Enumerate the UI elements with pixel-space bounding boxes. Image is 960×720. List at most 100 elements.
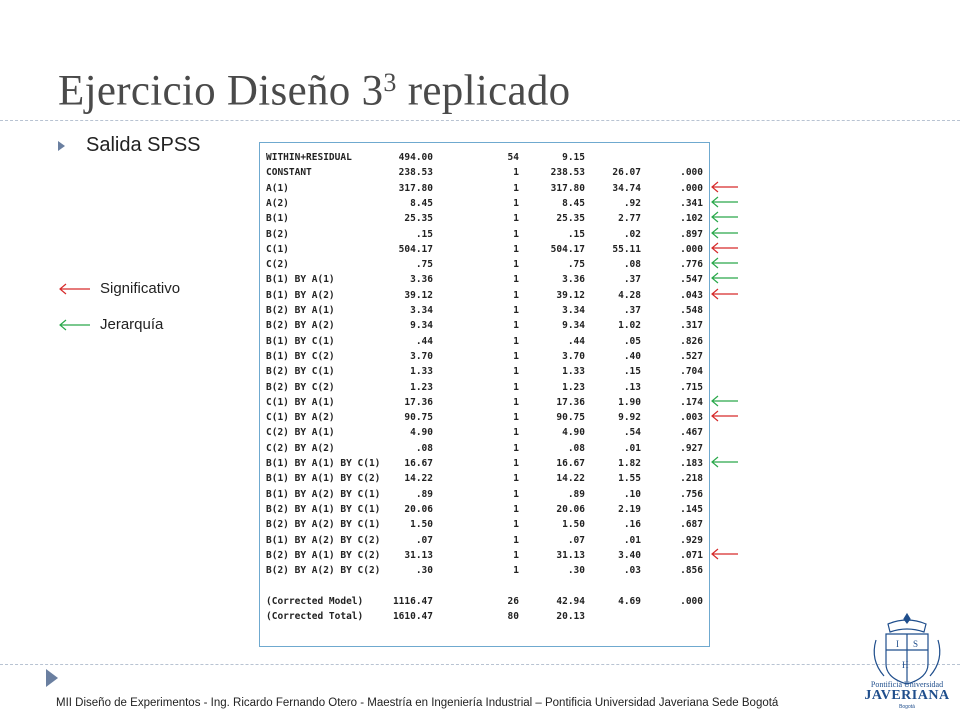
table-row: B(2) BY A(2) BY C(1) 1.50 1 1.50 .16 .687 — [260, 517, 709, 532]
sig-cell: .317 — [680, 320, 703, 332]
source-cell: B(2) BY A(1) BY C(1) — [266, 503, 381, 515]
sig-cell: .897 — [680, 228, 703, 240]
ms-cell: 17.36 — [556, 396, 585, 408]
ss-cell: 1610.47 — [392, 611, 433, 622]
f-cell: .02 — [623, 228, 641, 240]
f-cell: 1.90 — [618, 396, 641, 408]
ms-cell: 20.06 — [556, 503, 585, 515]
f-cell: .01 — [623, 442, 641, 454]
source-cell: B(1) BY C(2) — [266, 350, 335, 362]
ms-cell: 3.70 — [562, 350, 585, 362]
source-cell: B(1) BY A(1) — [266, 274, 335, 286]
df-cell: 1 — [513, 197, 519, 209]
title-superscript: 3 — [383, 68, 397, 97]
footer-text: MII Diseño de Experimentos - Ing. Ricard… — [56, 697, 779, 709]
table-row: B(1) BY A(2) BY C(1) .89 1 .89 .10 .756 — [260, 487, 709, 502]
df-cell: 1 — [513, 366, 519, 378]
ss-cell: .89 — [415, 488, 433, 500]
f-cell: 9.92 — [618, 412, 641, 424]
source-cell: B(2) BY A(2) — [266, 320, 335, 332]
f-cell: 4.69 — [618, 595, 641, 607]
table-row: B(1) BY A(1) BY C(1) 16.67 1 16.67 1.82 .183 — [260, 456, 709, 471]
ss-cell: 90.75 — [404, 412, 433, 424]
title-rest: replicado — [396, 67, 571, 115]
df-cell: 1 — [513, 565, 519, 577]
f-cell: 4.28 — [618, 289, 641, 301]
slide-title: Ejercicio Diseño 33 replicado — [58, 66, 570, 115]
bullet-text: Salida SPSS — [86, 134, 201, 156]
table-row: C(1) 504.17 1 504.17 55.11 .000 — [260, 242, 709, 257]
source-cell: (Corrected Model) — [266, 595, 364, 607]
bullet-triangle-icon — [58, 141, 65, 151]
df-cell: 1 — [513, 381, 519, 393]
ms-cell: 25.35 — [556, 213, 585, 225]
source-cell: B(1) BY A(2) BY C(1) — [266, 488, 381, 500]
table-row: B(1) BY A(1) BY C(2) 14.22 1 14.22 1.55 .218 — [260, 471, 709, 486]
df-cell: 1 — [513, 442, 519, 454]
ms-cell: 9.34 — [562, 320, 585, 332]
ms-cell: 504.17 — [550, 243, 585, 255]
table-row: A(1) 317.80 1 317.80 34.74 .000 — [260, 181, 709, 196]
ms-cell: 1.33 — [562, 366, 585, 378]
source-cell: C(2) BY A(2) — [266, 442, 335, 454]
green-arrow-icon — [711, 272, 738, 284]
table-row: C(2) BY A(1) 4.90 1 4.90 .54 .467 — [260, 425, 709, 440]
df-cell: 1 — [513, 412, 519, 424]
footer-triangle-icon — [46, 669, 58, 687]
ms-cell: 90.75 — [556, 412, 585, 424]
ms-cell: 3.36 — [562, 274, 585, 286]
source-cell: WITHIN+RESIDUAL — [266, 152, 352, 163]
sig-cell: .003 — [680, 412, 703, 424]
table-row: B(2) BY A(2) BY C(2) .30 1 .30 .03 .856 — [260, 563, 709, 578]
ss-cell: 3.36 — [410, 274, 433, 286]
source-cell: B(1) BY C(1) — [266, 335, 335, 347]
f-cell: .08 — [623, 259, 641, 271]
ms-cell: 9.15 — [562, 152, 585, 163]
ss-cell: 9.34 — [410, 320, 433, 332]
source-cell: C(1) BY A(1) — [266, 396, 335, 408]
ss-cell: 238.53 — [398, 167, 433, 179]
df-cell: 1 — [513, 182, 519, 194]
red-arrow-icon — [711, 181, 738, 193]
sig-cell: .071 — [680, 549, 703, 561]
table-row: B(1) BY C(2) 3.70 1 3.70 .40 .527 — [260, 349, 709, 364]
source-cell: B(2) BY A(1) BY C(2) — [266, 549, 381, 561]
df-cell: 1 — [513, 274, 519, 286]
table-row: A(2) 8.45 1 8.45 .92 .341 — [260, 196, 709, 211]
logo-line2: JAVERIANA — [864, 688, 950, 703]
ss-cell: 20.06 — [404, 503, 433, 515]
sig-cell: .000 — [680, 595, 703, 607]
source-cell: C(1) — [266, 243, 289, 255]
df-cell: 1 — [513, 488, 519, 500]
f-cell: 1.55 — [618, 473, 641, 485]
ms-cell: 39.12 — [556, 289, 585, 301]
legend-significant: Significativo — [58, 280, 180, 297]
ss-cell: 317.80 — [398, 182, 433, 194]
f-cell: .16 — [623, 519, 641, 531]
ms-cell: 3.34 — [562, 305, 585, 316]
sig-cell: .856 — [680, 565, 703, 577]
df-cell: 1 — [513, 228, 519, 240]
table-row: CONSTANT 238.53 1 238.53 26.07 .000 — [260, 165, 709, 180]
red-arrow-icon — [711, 242, 738, 254]
ms-cell: 317.80 — [550, 182, 585, 194]
green-arrow-icon — [711, 395, 738, 407]
sig-cell: .102 — [680, 213, 703, 225]
title-main: Ejercicio Diseño 3 — [58, 67, 384, 115]
green-arrow-icon — [711, 196, 738, 208]
ss-cell: 16.67 — [404, 458, 433, 469]
df-cell: 1 — [513, 534, 519, 546]
df-cell: 1 — [513, 519, 519, 531]
df-cell: 1 — [513, 289, 519, 301]
ss-cell: .15 — [415, 228, 433, 240]
f-cell: 2.77 — [618, 213, 641, 225]
ss-cell: 1.50 — [410, 519, 433, 531]
df-cell: 1 — [513, 320, 519, 332]
sig-cell: .548 — [680, 305, 703, 316]
table-row: B(2) BY A(1) 3.34 1 3.34 .37 .548 — [260, 303, 709, 318]
sig-cell: .000 — [680, 243, 703, 255]
top-divider — [0, 120, 960, 121]
spss-output-table: WITHIN+RESIDUAL 494.00 54 9.15 CONSTANT 238.5… — [259, 142, 710, 647]
sig-cell: .687 — [680, 519, 703, 531]
ss-cell: 39.12 — [404, 289, 433, 301]
